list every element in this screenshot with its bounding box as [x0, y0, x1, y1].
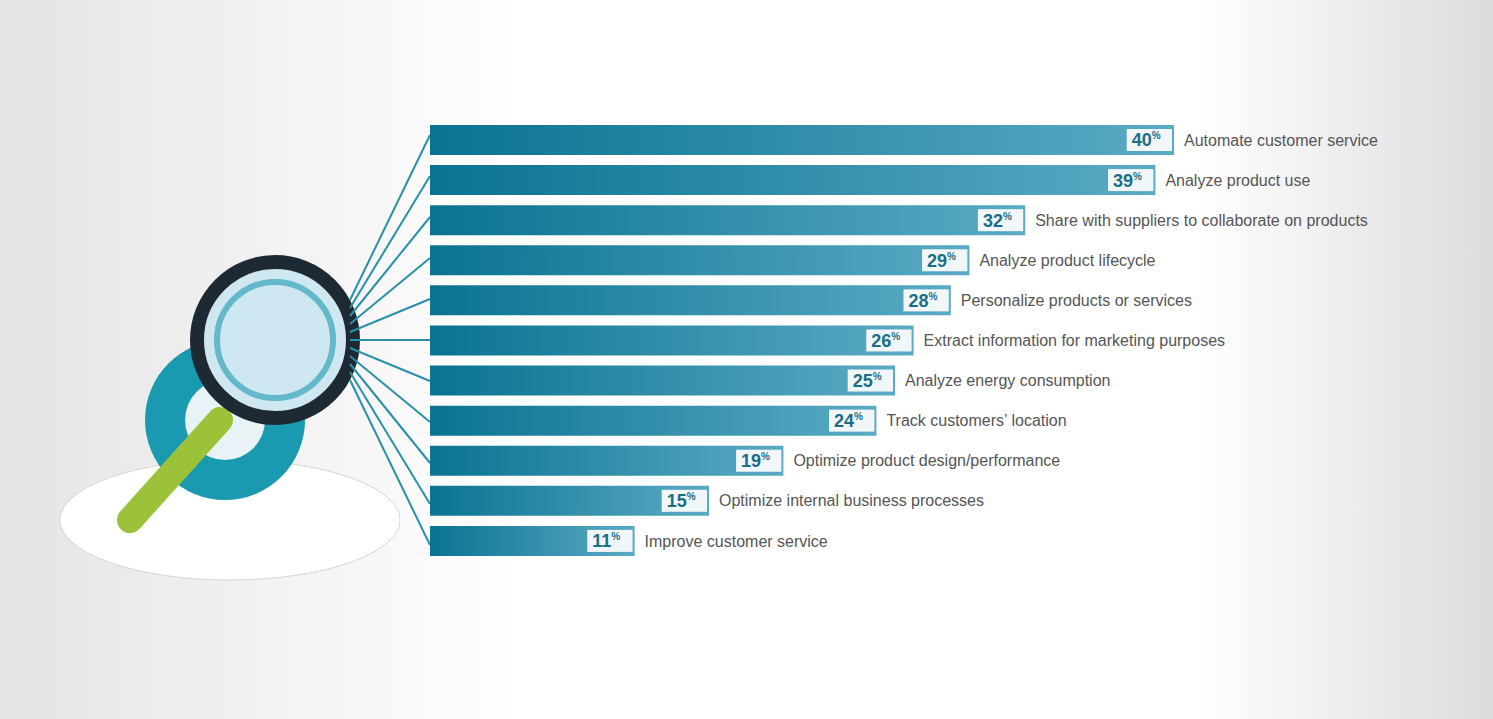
svg-text:19%: 19% — [741, 451, 770, 471]
svg-text:Analyze product use: Analyze product use — [1165, 172, 1310, 189]
svg-text:Personalize products or servic: Personalize products or services — [961, 292, 1192, 309]
svg-text:Optimize product design/perfor: Optimize product design/performance — [793, 452, 1060, 469]
svg-text:29%: 29% — [927, 251, 956, 271]
svg-text:Analyze product lifecycle: Analyze product lifecycle — [979, 252, 1155, 269]
svg-text:24%: 24% — [834, 411, 863, 431]
svg-text:Share with suppliers to collab: Share with suppliers to collaborate on p… — [1035, 212, 1368, 229]
svg-text:Optimize internal business pro: Optimize internal business processes — [719, 492, 984, 509]
svg-text:39%: 39% — [1113, 171, 1142, 191]
svg-text:15%: 15% — [667, 491, 696, 511]
svg-text:Extract information for market: Extract information for marketing purpos… — [924, 332, 1225, 349]
svg-text:28%: 28% — [908, 291, 937, 311]
svg-text:Analyze energy consumption: Analyze energy consumption — [905, 372, 1110, 389]
svg-text:Improve customer service: Improve customer service — [645, 533, 828, 550]
svg-text:Automate customer service: Automate customer service — [1184, 132, 1378, 149]
svg-text:Track customers’ location: Track customers’ location — [886, 412, 1066, 429]
svg-text:11%: 11% — [592, 531, 620, 551]
svg-text:26%: 26% — [871, 331, 900, 351]
svg-text:32%: 32% — [983, 211, 1012, 231]
svg-text:40%: 40% — [1132, 130, 1161, 150]
svg-text:25%: 25% — [853, 371, 882, 391]
